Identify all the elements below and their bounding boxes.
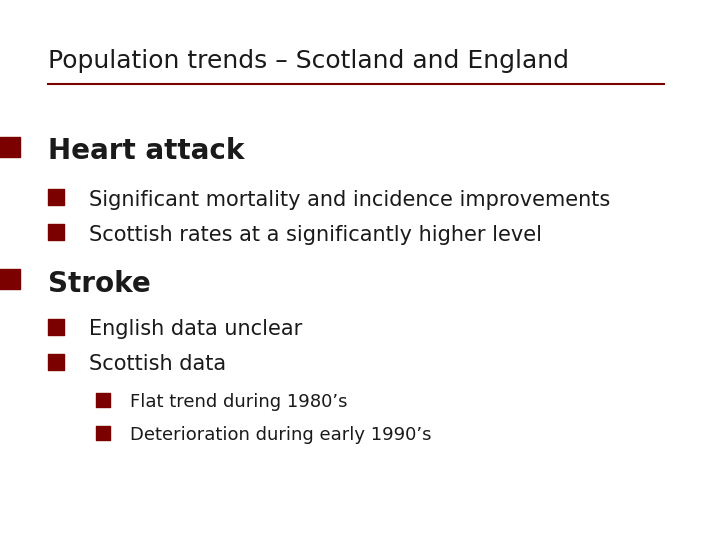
Text: Scottish rates at a significantly higher level: Scottish rates at a significantly higher… [89,225,542,245]
Text: Scottish data: Scottish data [89,354,226,375]
Text: Population trends – Scotland and England: Population trends – Scotland and England [48,49,569,72]
Text: Significant mortality and incidence improvements: Significant mortality and incidence impr… [89,190,610,210]
Text: Flat trend during 1980’s: Flat trend during 1980’s [130,393,348,411]
Text: Deterioration during early 1990’s: Deterioration during early 1990’s [130,426,431,444]
Text: English data unclear: English data unclear [89,319,302,340]
Text: Heart attack: Heart attack [48,137,244,165]
Text: Stroke: Stroke [48,269,150,298]
